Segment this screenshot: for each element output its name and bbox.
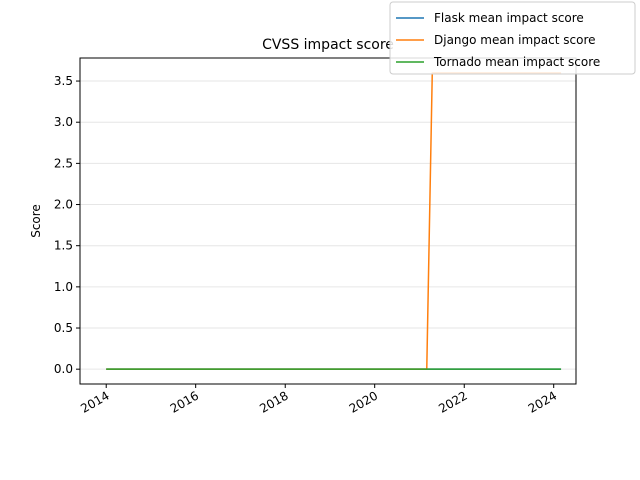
y-tick-label-4: 2.0	[54, 198, 73, 212]
legend-label-1: Django mean impact score	[434, 33, 596, 47]
grid-lines	[80, 80, 576, 370]
x-tick-label-4: 2022	[436, 388, 469, 415]
legend-box	[389, 1, 636, 75]
legend-label-0: Flask mean impact score	[434, 11, 584, 25]
axis-ticks: 0.0 0.5 1.0 1.5 2.0 2.5 3.0 3.5 2014 2016 2018 2020…	[54, 74, 559, 416]
legend: Flask mean impact score Django mean impac…	[389, 1, 636, 75]
y-tick-label-0: 0.0	[54, 362, 73, 376]
series-line-1	[106, 72, 562, 370]
series-lines	[106, 72, 562, 370]
y-axis-label: Score	[29, 204, 43, 238]
x-tick-label-1: 2016	[168, 388, 201, 415]
y-tick-label-7: 3.5	[54, 74, 73, 88]
y-tick-label-3: 1.5	[54, 239, 73, 253]
chart-title: CVSS impact score	[262, 37, 394, 53]
x-tick-label-2: 2018	[257, 388, 290, 415]
x-tick-label-3: 2020	[347, 388, 380, 415]
x-tick-label-5: 2024	[526, 388, 559, 415]
y-tick-label-1: 0.5	[54, 321, 73, 335]
plot-frame	[79, 57, 577, 385]
x-tick-label-0: 2014	[78, 388, 111, 415]
y-tick-label-6: 3.0	[54, 115, 73, 129]
y-tick-label-5: 2.5	[54, 156, 73, 170]
y-tick-label-2: 1.0	[54, 280, 73, 294]
legend-label-2: Tornado mean impact score	[433, 55, 600, 69]
